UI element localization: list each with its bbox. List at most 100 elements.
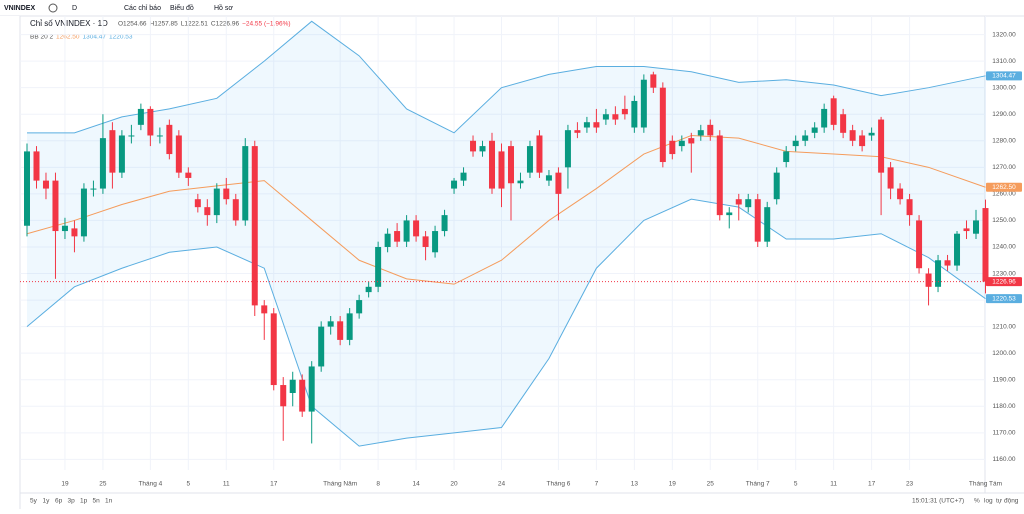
x-tick-label: 5 — [794, 481, 798, 488]
band-line — [26, 198, 986, 447]
candle-body — [764, 207, 771, 242]
x-tick-label: 8 — [376, 481, 380, 488]
symbol[interactable]: VNINDEX — [4, 5, 35, 12]
candle-body — [916, 220, 923, 269]
candle-body — [289, 379, 296, 394]
percent-toggle[interactable]: % — [974, 498, 980, 505]
candle-body — [460, 172, 467, 181]
candle-body — [982, 208, 989, 282]
indicator-name: BB 20 2 — [30, 34, 54, 41]
candle-body — [707, 124, 714, 136]
x-tick-label: 23 — [906, 481, 914, 488]
candle-body — [213, 188, 220, 216]
candle-body — [185, 172, 192, 178]
candle-body — [432, 231, 439, 253]
candle-body — [659, 87, 666, 163]
log-toggle[interactable]: log — [984, 498, 993, 505]
y-tick-label: 1170.00 — [992, 430, 1015, 437]
candle-body — [640, 79, 647, 128]
chart-type[interactable]: Biểu đồ — [170, 3, 194, 12]
y-tick-label: 1280.00 — [992, 138, 1016, 145]
candle-body — [270, 313, 277, 386]
range-button[interactable]: 1p — [80, 498, 88, 505]
ohlc-legend: O1254.66 — [118, 21, 147, 28]
profile[interactable]: Hồ sơ — [214, 3, 233, 12]
candle-body — [897, 188, 904, 200]
candle-body — [308, 366, 315, 412]
x-tick-label: Tháng Năm — [323, 481, 357, 488]
candle-body — [375, 246, 382, 287]
x-tick-label: 11 — [223, 481, 230, 488]
x-tick-label: Tháng 4 — [138, 481, 162, 488]
candle-body — [545, 175, 552, 181]
candle-body — [71, 228, 78, 237]
candle-body — [280, 385, 287, 407]
candle-body — [669, 140, 676, 155]
candle-body — [223, 188, 230, 200]
candle-body — [356, 300, 363, 314]
candle-body — [973, 220, 979, 234]
ohlc-legend: H1257.85 — [150, 21, 179, 28]
y-tick-label: 1260.00 — [992, 191, 1016, 198]
x-tick-label: 24 — [498, 481, 506, 488]
candle-body — [650, 74, 657, 88]
x-tick-label: 17 — [270, 481, 278, 488]
candle-body — [859, 135, 866, 147]
candle-body — [593, 122, 600, 128]
candle-body — [697, 130, 704, 136]
candle-body — [868, 132, 875, 136]
candle-body — [175, 135, 182, 173]
candle-body — [726, 212, 733, 216]
candle-body — [337, 321, 344, 340]
candle-body — [128, 135, 135, 137]
band-fill — [27, 21, 986, 447]
interval[interactable]: D — [72, 5, 77, 12]
x-tick-label: 14 — [412, 481, 420, 488]
candle-body — [261, 305, 268, 314]
y-tick-label: 1300.00 — [992, 84, 1016, 91]
candle-body — [384, 233, 391, 247]
range-button[interactable]: 5n — [93, 498, 101, 505]
candle-body — [830, 98, 837, 125]
candle-body — [878, 119, 885, 173]
indicator-value: 1262.50 — [56, 34, 80, 41]
range-button[interactable]: 1y — [43, 498, 51, 505]
y-tick-label: 1240.00 — [992, 244, 1016, 251]
auto-toggle[interactable]: tự động — [996, 498, 1019, 505]
candle-body — [925, 273, 932, 287]
y-tick-label: 1210.00 — [992, 323, 1016, 330]
candle-body — [422, 236, 429, 247]
candle-body — [802, 135, 809, 141]
candle-body — [441, 215, 448, 232]
range-button[interactable]: 6p — [55, 498, 63, 505]
x-tick-label: 11 — [830, 481, 837, 488]
range-button[interactable]: 5y — [30, 498, 38, 505]
y-tick-label: 1310.00 — [992, 58, 1016, 65]
x-tick-label: 19 — [669, 481, 677, 488]
candle-body — [52, 180, 59, 232]
y-tick-label: 1270.00 — [992, 164, 1016, 171]
candle-body — [935, 260, 942, 287]
x-tick-label: 25 — [99, 481, 107, 488]
x-tick-label: 7 — [595, 481, 599, 488]
clock: 15:01:31 (UTC+7) — [912, 498, 964, 505]
candle-body — [166, 124, 173, 155]
candle-body — [773, 172, 780, 200]
candle-body — [887, 167, 894, 189]
x-tick-label: Tháng 6 — [547, 481, 571, 488]
candle-body — [526, 146, 533, 173]
x-tick-label: 20 — [450, 481, 458, 488]
range-button[interactable]: 3p — [68, 498, 76, 505]
y-tick-label: 1290.00 — [992, 111, 1016, 118]
candle-body — [621, 108, 628, 115]
price-tag-label: 1262.50 — [992, 184, 1016, 191]
y-tick-label: 1200.00 — [992, 350, 1016, 357]
x-tick-label: 19 — [61, 481, 69, 488]
candle-body — [498, 151, 505, 189]
candle-body — [517, 180, 524, 184]
add-icon[interactable] — [48, 3, 58, 13]
range-button[interactable]: 1n — [105, 498, 113, 505]
candle-body — [583, 122, 590, 128]
candle-body — [118, 135, 125, 173]
indicators[interactable]: Các chỉ báo — [124, 4, 161, 12]
